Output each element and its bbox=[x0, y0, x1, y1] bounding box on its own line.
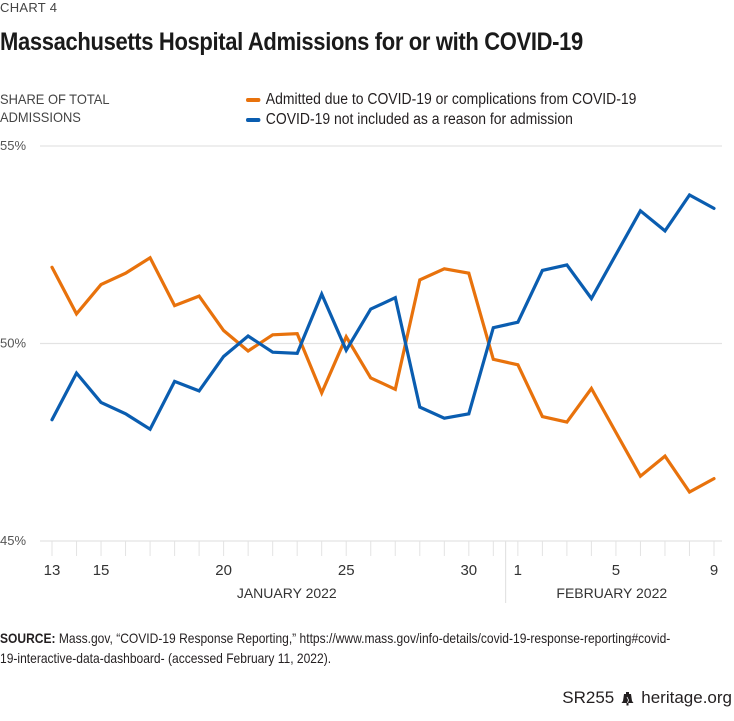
chart-title: Massachusetts Hospital Admissions for or… bbox=[0, 28, 583, 56]
legend-swatch-blue bbox=[246, 118, 261, 122]
site-link[interactable]: heritage.org bbox=[641, 688, 732, 707]
x-tick-label: 1 bbox=[514, 562, 522, 579]
footer-branding: SR255 heritage.org bbox=[562, 688, 732, 708]
legend-item-with-covid: COVID-19 not included as a reason for ad… bbox=[246, 110, 636, 130]
x-tick-label: 9 bbox=[710, 562, 718, 579]
month-label: FEBRUARY 2022 bbox=[556, 585, 667, 601]
legend-label: COVID-19 not included as a reason for ad… bbox=[265, 111, 573, 128]
y-tick-labels: 45% 50% 55% bbox=[0, 138, 26, 548]
legend-swatch-orange bbox=[246, 98, 261, 102]
series-line-with-covid bbox=[50, 192, 716, 432]
liberty-bell-icon bbox=[621, 691, 634, 706]
x-tick-label: 25 bbox=[338, 562, 355, 579]
source-note: SOURCE: Mass.gov, “COVID-19 Response Rep… bbox=[0, 628, 671, 668]
y-tick-label: 50% bbox=[0, 336, 26, 351]
x-tick-label: 13 bbox=[44, 562, 61, 579]
x-tick-label: 5 bbox=[612, 562, 620, 579]
y-tick-label: 55% bbox=[0, 138, 26, 153]
x-tick-label: 20 bbox=[215, 562, 232, 579]
legend: Admitted due to COVID-19 or complication… bbox=[246, 90, 680, 130]
source-label: SOURCE: bbox=[0, 630, 56, 646]
legend-item-admitted-for-covid: Admitted due to COVID-19 or complication… bbox=[246, 90, 636, 110]
gridlines bbox=[40, 145, 722, 542]
x-tick-label: 15 bbox=[93, 562, 110, 579]
y-tick-label: 45% bbox=[0, 533, 26, 548]
chart-number: CHART 4 bbox=[0, 0, 58, 15]
y-axis-label: SHARE OF TOTAL ADMISSIONS bbox=[0, 91, 110, 125]
source-text: Mass.gov, “COVID-19 Response Reporting,”… bbox=[0, 630, 671, 666]
report-id: SR255 bbox=[562, 688, 615, 707]
month-label: JANUARY 2022 bbox=[237, 585, 337, 601]
legend-label: Admitted due to COVID-19 or complication… bbox=[265, 91, 637, 108]
series-line-admitted-for-covid bbox=[50, 255, 716, 495]
x-tick-label: 30 bbox=[460, 562, 477, 579]
series-lines bbox=[50, 192, 716, 495]
